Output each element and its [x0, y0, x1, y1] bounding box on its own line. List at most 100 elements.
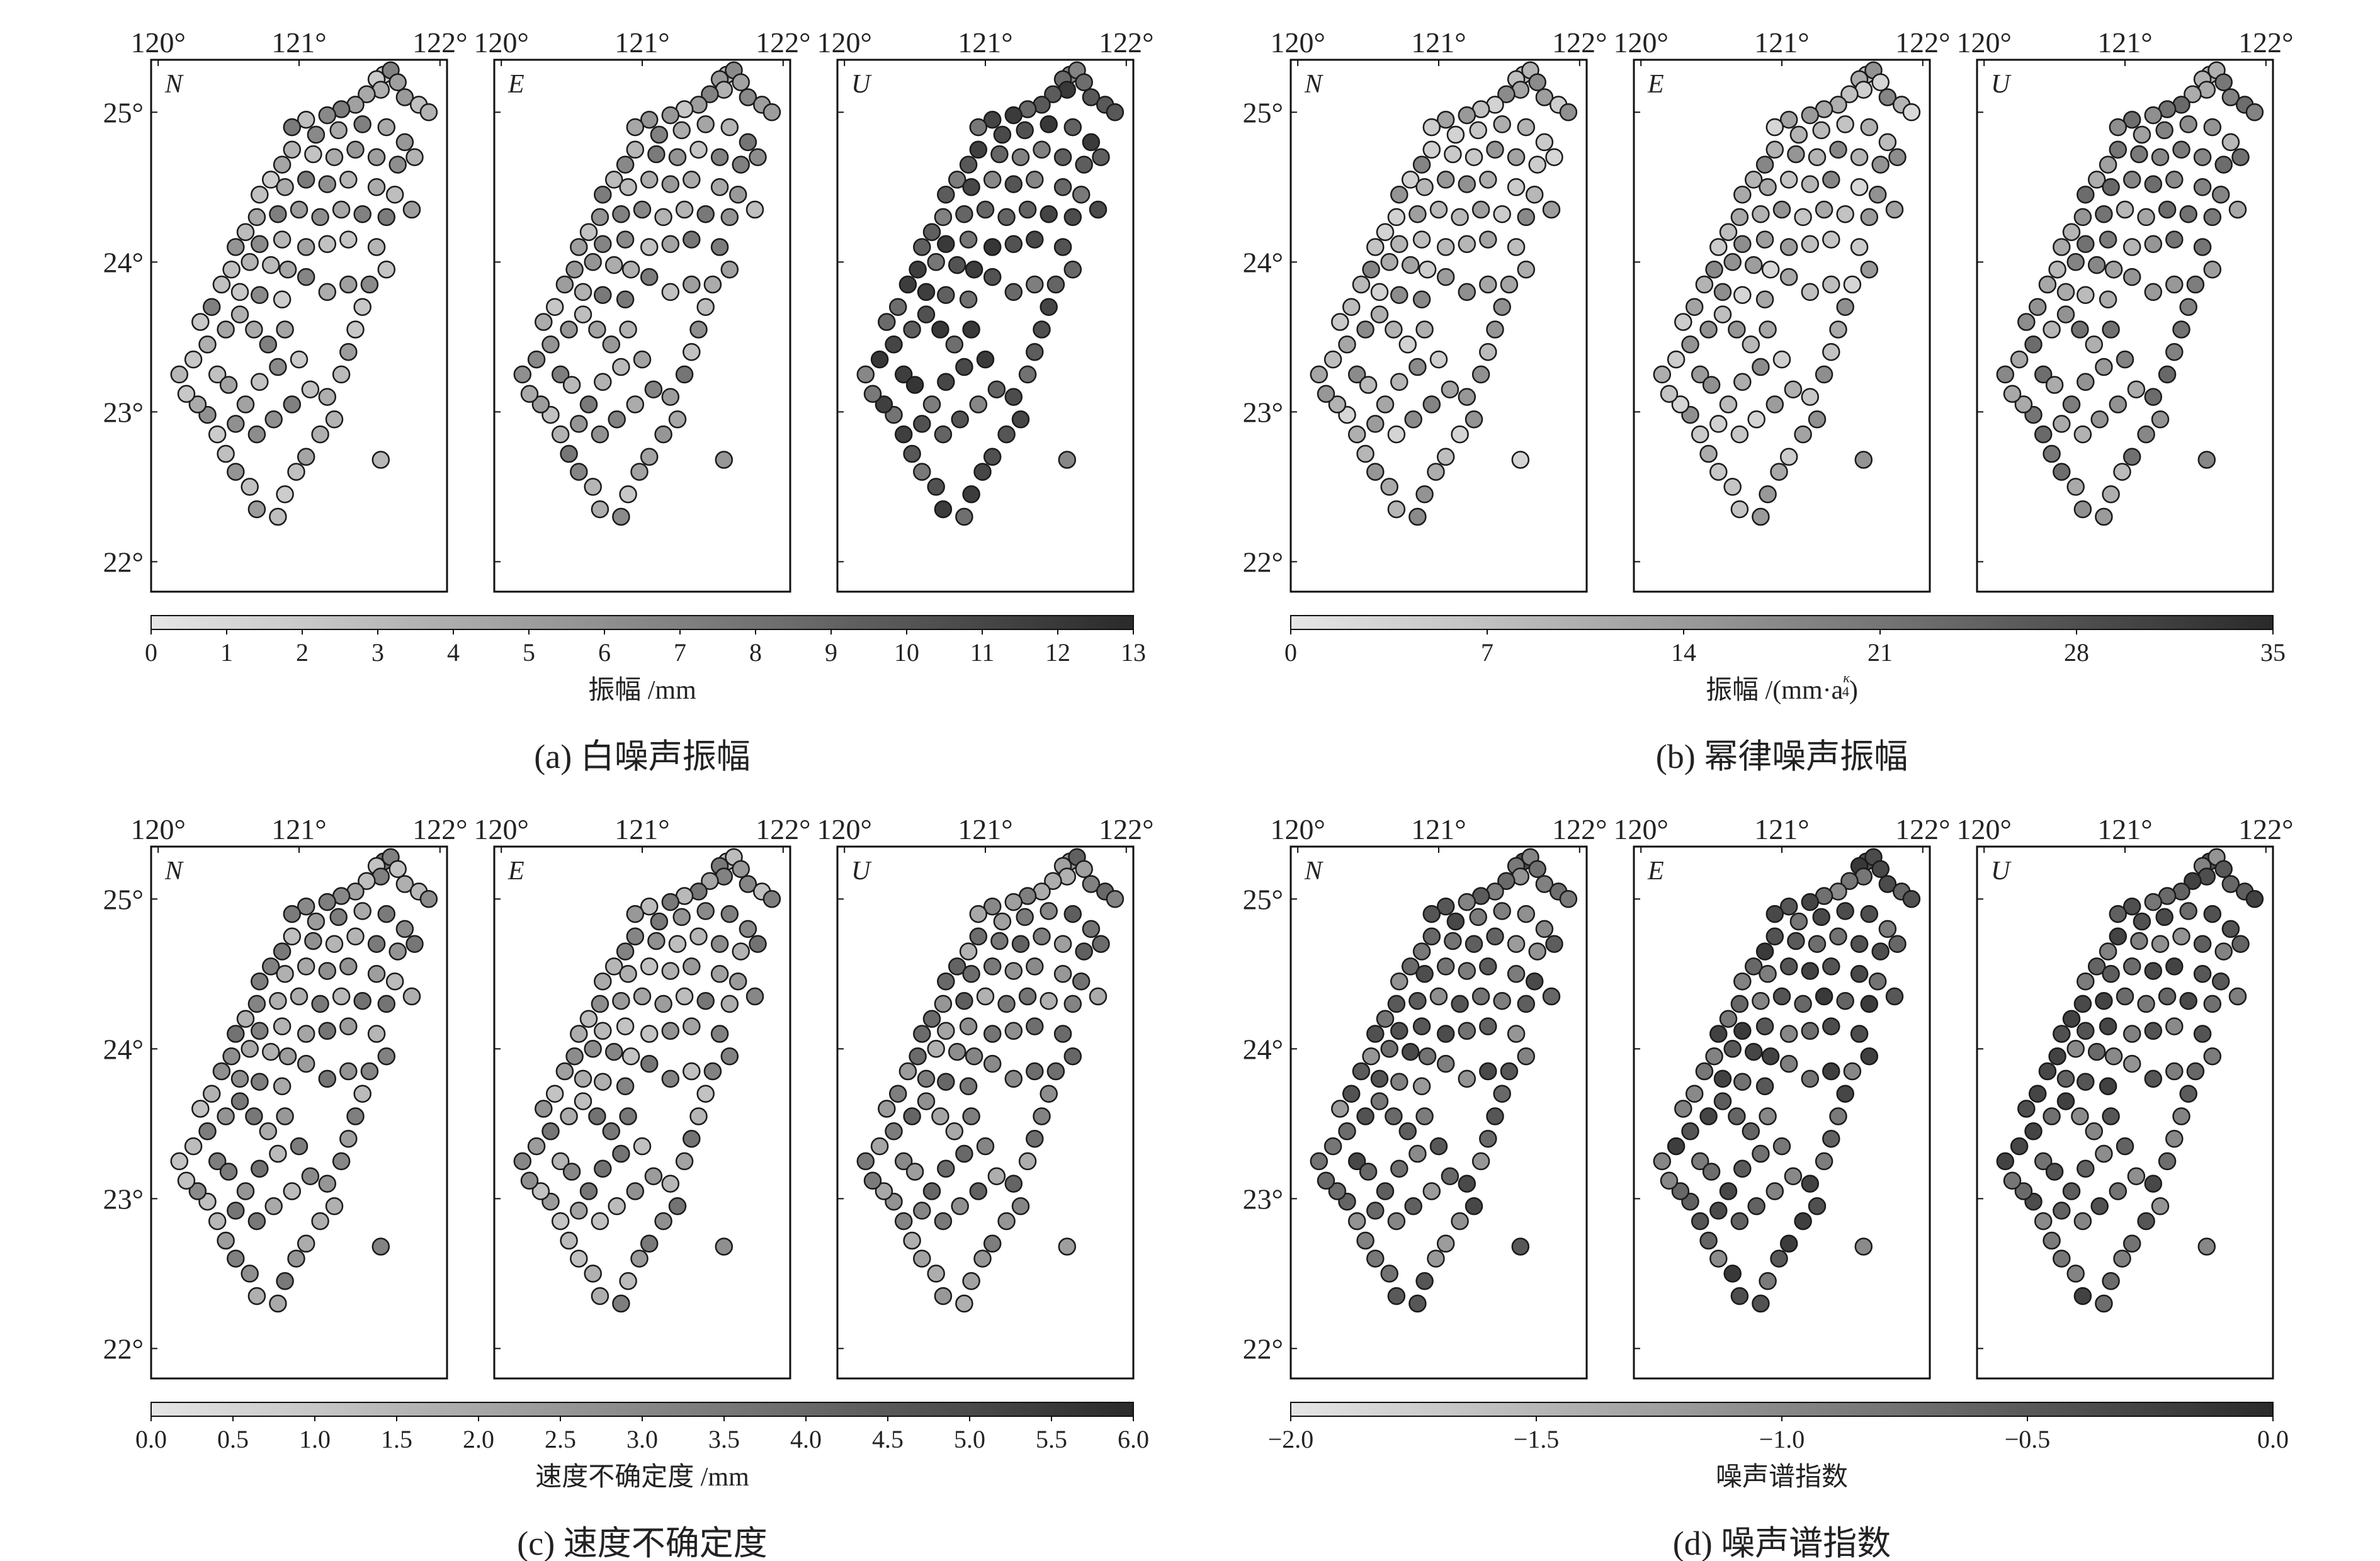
station-marker [1507, 238, 1526, 256]
station-marker [273, 1017, 292, 1035]
station-marker [2116, 987, 2134, 1006]
colorbar-tick-label: 14 [1671, 638, 1696, 667]
station-marker [612, 358, 630, 376]
station-marker [955, 205, 973, 223]
station-marker [739, 88, 757, 106]
station-marker [1801, 1069, 1820, 1088]
station-marker [1075, 860, 1093, 878]
station-marker [318, 893, 337, 911]
station-marker [955, 358, 973, 376]
station-marker [1380, 1265, 1398, 1283]
station-marker [2053, 415, 2071, 433]
station-marker [2165, 1129, 2184, 1148]
station-marker [1359, 376, 1378, 394]
station-marker [955, 507, 973, 526]
station-marker [551, 365, 570, 384]
station-marker [1779, 897, 1798, 916]
station-marker [1018, 365, 1037, 384]
station-marker [983, 957, 1002, 976]
station-marker [696, 298, 715, 316]
station-marker [1843, 275, 1862, 294]
station-marker [1719, 223, 1738, 241]
station-marker [2197, 1237, 2216, 1256]
station-marker [2017, 1100, 2036, 1118]
station-marker [976, 200, 995, 219]
station-marker [594, 1159, 612, 1178]
station-marker [1836, 298, 1854, 316]
station-marker [259, 335, 278, 354]
station-marker [388, 155, 407, 174]
station-marker [1752, 1144, 1770, 1163]
station-marker [701, 85, 719, 103]
station-marker [2003, 385, 2022, 403]
station-marker [2077, 1073, 2095, 1091]
station-marker [1784, 380, 1803, 398]
station-marker [1046, 275, 1065, 294]
station-marker [1310, 365, 1329, 384]
station-marker [2077, 1159, 2095, 1178]
station-marker [377, 1047, 396, 1066]
station-marker [1794, 208, 1812, 227]
station-marker [604, 171, 623, 189]
station-marker [230, 1092, 249, 1110]
station-marker [937, 1022, 955, 1040]
station-marker [675, 987, 694, 1006]
station-marker [1415, 1107, 1434, 1125]
station-marker [560, 444, 578, 463]
colorbar-tick-label: 5.0 [954, 1425, 985, 1453]
station-marker [668, 1197, 687, 1215]
station-marker [959, 1017, 978, 1035]
station-marker [875, 1182, 893, 1200]
lon-tick-label: 120° [817, 813, 871, 845]
station-marker [579, 223, 598, 241]
station-marker [247, 208, 266, 227]
station-marker [612, 205, 630, 223]
colorbar-label-exponent-num: κ [1843, 670, 1850, 685]
station-marker [2122, 957, 2141, 976]
lon-tick-label: 120° [130, 813, 185, 845]
station-marker [276, 320, 294, 339]
station-marker [1089, 200, 1108, 219]
station-marker [2144, 106, 2163, 125]
station-marker [388, 73, 407, 91]
station-marker [1342, 298, 1361, 316]
station-marker [1404, 410, 1422, 429]
station-marker [2073, 995, 2092, 1013]
station-marker [1451, 1212, 1469, 1231]
station-marker [1822, 1129, 1840, 1148]
station-marker [1401, 957, 1420, 976]
station-marker [903, 1231, 921, 1250]
station-marker [1323, 1137, 1342, 1156]
station-marker [227, 1202, 245, 1220]
station-marker [1092, 935, 1110, 953]
station-marker [1458, 1175, 1476, 1193]
station-marker [1436, 1234, 1455, 1253]
station-marker [1436, 897, 1455, 916]
colorbar-tick-label: 6.0 [1118, 1425, 1149, 1453]
station-marker [297, 238, 315, 256]
station-marker [1053, 1025, 1072, 1043]
station-marker [870, 350, 889, 369]
station-marker [2151, 410, 2170, 429]
station-marker [1342, 1085, 1361, 1103]
station-marker [983, 1054, 1002, 1073]
station-marker [1730, 1287, 1749, 1305]
station-marker [2186, 275, 2205, 294]
station-marker [574, 305, 592, 324]
station-marker [2144, 1069, 2163, 1088]
station-marker [885, 1122, 903, 1141]
station-marker [367, 935, 386, 953]
station-marker [909, 260, 927, 279]
station-marker [236, 395, 255, 414]
station-marker [2228, 200, 2247, 219]
station-marker [955, 1294, 973, 1313]
station-marker [749, 148, 767, 166]
station-marker [1058, 451, 1077, 469]
station-marker [1808, 410, 1827, 429]
station-marker [675, 1152, 694, 1171]
station-marker [236, 1182, 255, 1200]
station-marker [1723, 253, 1742, 271]
colorbar-bar [1290, 615, 2274, 630]
station-marker [1011, 935, 1030, 953]
station-marker [1507, 148, 1526, 166]
